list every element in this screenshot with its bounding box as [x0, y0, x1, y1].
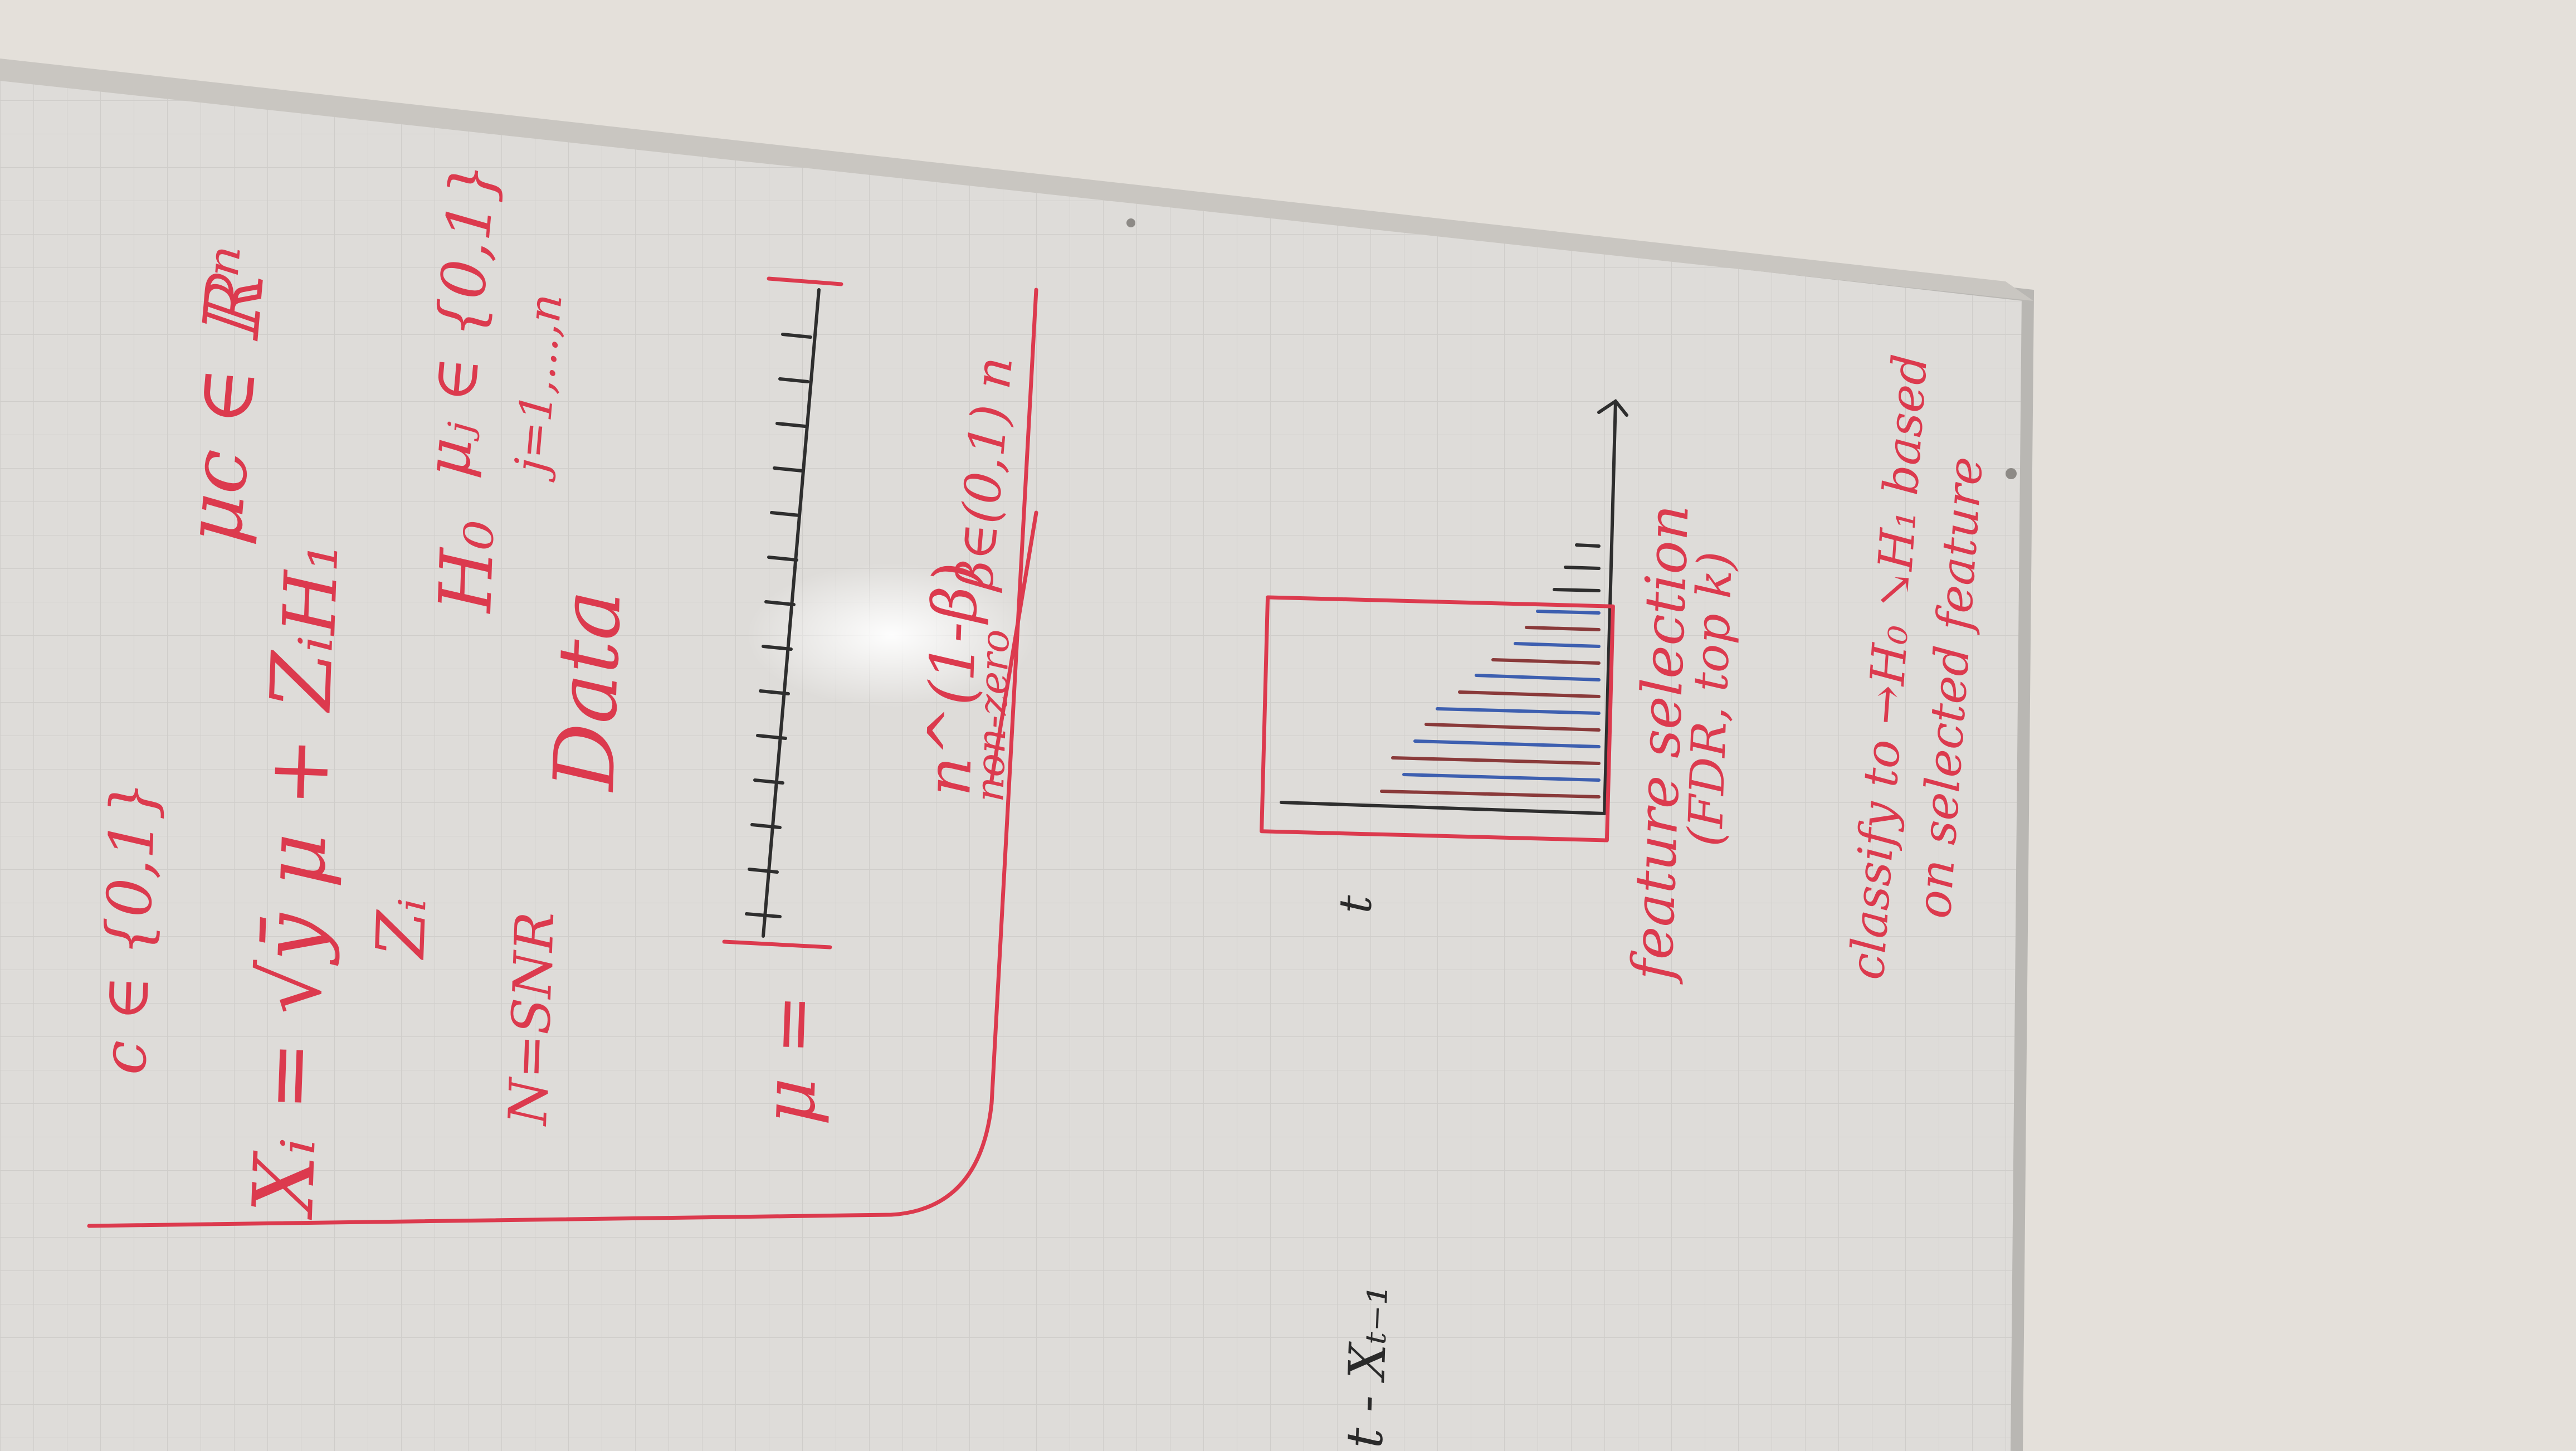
z-term-text: Zᵢ [362, 897, 442, 961]
board-grid [0, 67, 2028, 1451]
h0-label-text: H₀ [423, 518, 511, 615]
handwriting: c ∈ {0,1} Xᵢ = √ȳ μ + Zᵢ Zᵢ N=SNR μ = Da… [88, 159, 1994, 1449]
data-bracket [87, 288, 1038, 1228]
marker-tray [0, 59, 2033, 301]
selection-box [1260, 595, 1615, 843]
board-screw-top [1126, 218, 1135, 227]
mu-vector-text: μ = [746, 992, 835, 1126]
t-axis-text: t [1329, 894, 1382, 914]
x-diff-text: t - Xₜ₋₁ [1335, 1284, 1399, 1449]
board-screw-right [2006, 468, 2017, 479]
fdr-topk-text: (FDR, top k) [1678, 551, 1743, 848]
mu-vector-ticks [745, 333, 812, 918]
non-zero-text: non-zero [967, 629, 1018, 803]
chart-y-axis [1280, 801, 1606, 815]
h1-label-text: H₁ [267, 541, 355, 637]
light-glare [747, 563, 1036, 708]
mu-vector-bracket-left [722, 939, 832, 950]
chart-x-arrow [1597, 398, 1628, 417]
beta-label-text: n^(1-β) [913, 561, 992, 797]
c-set-text: c ∈ {0,1} [88, 780, 169, 1076]
x-equation-text: Xᵢ = √ȳ μ + Zᵢ [235, 634, 353, 1221]
divider-line [989, 510, 1038, 782]
data-label-text: Data [536, 588, 640, 793]
chart-bars [1380, 543, 1601, 798]
n-snr-text: N=SNR [497, 911, 566, 1127]
mu-vector-bracket-right [767, 276, 843, 286]
